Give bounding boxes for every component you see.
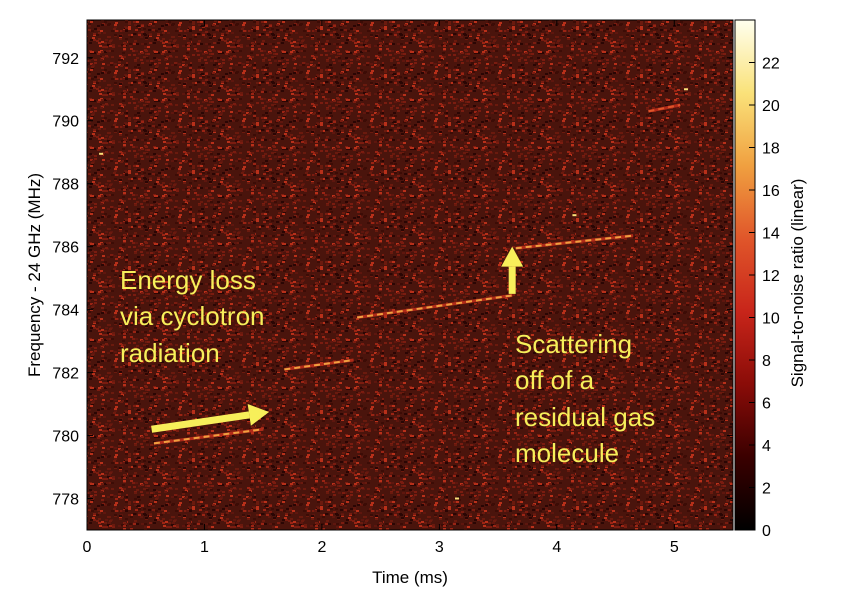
y-tick-label: 790: [52, 114, 79, 131]
colorbar-tick-label: 0: [762, 523, 771, 540]
track-highlight-5: [648, 104, 681, 113]
track-highlight-2: [284, 359, 354, 371]
colorbar-tick-label: 6: [762, 396, 771, 413]
x-axis: 0 1 2 3 4 5: [83, 20, 679, 556]
track-segment-4: [515, 234, 634, 250]
y-tick-label: 782: [52, 366, 79, 383]
colorbar-tick-label: 18: [762, 141, 780, 158]
colorbar-tick-label: 10: [762, 311, 780, 328]
x-tick-label: 5: [670, 539, 679, 556]
colorbar-tick-label: 4: [762, 438, 771, 455]
annotation-arrow-head-1: [247, 403, 270, 426]
colorbar-tick-label: 16: [762, 183, 780, 200]
isolated-point-1: [99, 152, 104, 155]
annotation-scattering: Scattering off of a residual gas molecul…: [515, 329, 655, 468]
annotation-energy-loss: Energy loss via cyclotron radiation: [120, 265, 265, 368]
x-tick-label: 2: [317, 539, 326, 556]
colorbar-title: Signal-to-noise ratio (linear): [788, 179, 807, 388]
plot-area: [86, 19, 734, 531]
colorbar-tick-label: 22: [762, 56, 780, 73]
annotation-scattering-line-3: residual gas: [515, 402, 655, 432]
colorbar-ticks: 0 2 4 6 8 10 12 14 16 18 20 22: [749, 56, 780, 540]
isolated-point-3: [572, 214, 577, 217]
y-axis: 778 780 782 784 786 788 790 792: [52, 51, 733, 509]
colorbar-tick-label: 14: [762, 226, 780, 243]
annotation-energy-loss-line-3: radiation: [120, 338, 220, 368]
colorbar-tick-label: 8: [762, 353, 771, 370]
x-tick-label: 3: [435, 539, 444, 556]
isolated-point-4: [454, 497, 459, 500]
x-tick-label: 1: [200, 539, 209, 556]
x-tick-label: 0: [83, 539, 92, 556]
colorbar-tick-label: 20: [762, 98, 780, 115]
annotation-energy-loss-line-2: via cyclotron: [120, 301, 265, 331]
annotation-arrows: [151, 246, 524, 433]
annotation-scattering-line-1: Scattering: [515, 329, 632, 359]
track-highlight-3: [357, 294, 513, 319]
annotation-energy-loss-line-1: Energy loss: [120, 265, 256, 295]
annotation-scattering-line-4: molecule: [515, 438, 619, 468]
y-axis-title: Frequency - 24 GHz (MHz): [25, 173, 44, 377]
y-tick-label: 780: [52, 429, 79, 446]
y-tick-label: 778: [52, 492, 79, 509]
y-tick-label: 788: [52, 177, 79, 194]
colorbar-tick-label: 2: [762, 481, 771, 498]
track-highlight-1: [153, 428, 264, 445]
heatmap-noise: [87, 20, 733, 530]
x-tick-label: 4: [552, 539, 561, 556]
colorbar: 0 2 4 6 8 10 12 14 16 18 20 22 Signal-to-noise rati…: [734, 19, 807, 540]
annotation-arrow-head-2: [501, 246, 524, 267]
colorbar-tick-label: 12: [762, 268, 780, 285]
isolated-point-2: [684, 88, 689, 91]
x-axis-title: Time (ms): [372, 568, 448, 587]
y-tick-label: 786: [52, 240, 79, 257]
plot-frame: [86, 19, 734, 531]
y-tick-label: 792: [52, 51, 79, 68]
signal-tracks: [99, 88, 689, 500]
y-tick-label: 784: [52, 303, 79, 320]
annotation-scattering-line-2: off of a: [515, 365, 595, 395]
annotation-arrow-shaft-1: [151, 411, 250, 433]
